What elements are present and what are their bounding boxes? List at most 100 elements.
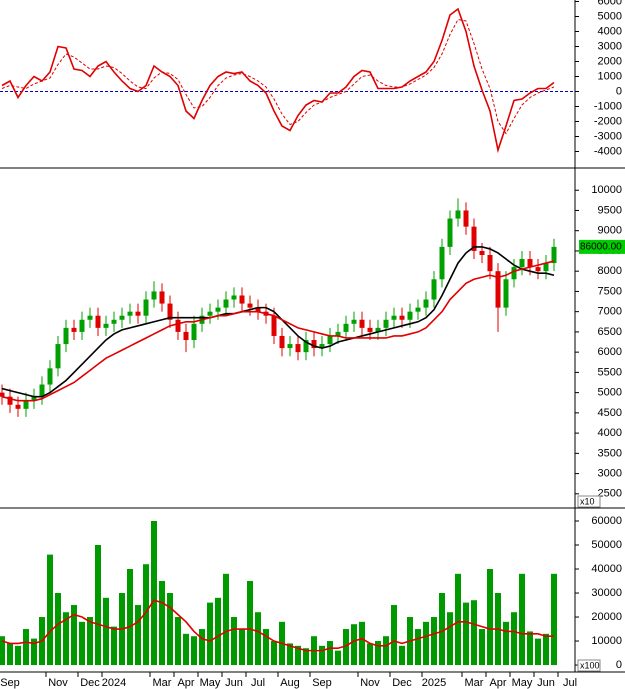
unit-box [577,495,601,508]
candle-body [39,384,45,397]
y-tick-label: -2000 [594,115,622,127]
volume-bar [287,643,293,666]
candle-body [207,311,213,316]
y-tick-label: 0 [616,659,622,671]
volume-bar [167,593,173,666]
x-tick-label: 2025 [422,677,446,689]
volume-bar [519,573,525,666]
x-tick-label: Aug [280,677,300,689]
unit-label: x10 [580,496,595,506]
candle-body [519,259,525,268]
x-tick-label: Nov [48,677,68,689]
y-tick-label: 1000 [598,70,622,82]
candle-body [215,307,221,312]
candle-body [479,250,485,255]
volume-bar [455,573,461,666]
candle-body [495,271,501,308]
candle-body [319,344,325,349]
y-tick-label: 30000 [591,587,622,599]
volume-bar [151,521,157,666]
unit-box [577,659,601,672]
volume-bar [247,581,253,666]
volume-bar [175,617,181,666]
candle-body [23,400,29,409]
volume-bar [271,641,277,666]
candle-body [527,259,533,268]
line-series [1,7,555,154]
unit-label: x100 [580,660,600,670]
candle-body [551,246,557,264]
x-tick-label: Dec [80,677,100,689]
volume-bar [551,573,557,666]
candle-body [111,319,117,324]
volume-bar [543,633,549,666]
volume-bar [527,631,533,666]
y-tick-label: 3000 [598,467,622,479]
candle-body [175,319,181,332]
candle-body [455,210,461,219]
volume-bar [503,621,509,666]
volume-bar [343,629,349,666]
price-box [579,239,625,254]
candle-body [279,335,285,349]
volume-bar [159,581,165,666]
candle-body [47,368,53,385]
volume-bar [511,612,517,666]
volume-bar [23,629,29,666]
volume-bar [103,597,109,666]
volume-bar [439,593,445,666]
volume-bar [55,593,61,666]
y-tick-label: 4500 [598,407,622,419]
candle-body [535,267,541,272]
volume-bar [0,636,5,666]
candle-body [63,327,69,345]
volume-bar [31,638,37,666]
volume-bar [295,645,301,666]
volume-bar [255,612,261,666]
volume-bar [391,605,397,666]
volume-bar [447,612,453,666]
candle-body [471,226,477,251]
volume-bar [199,629,205,666]
candle-body [71,327,77,332]
x-tick-label: Jul [251,677,265,689]
volume-bar [319,645,325,666]
candle-body [343,323,349,332]
volume-bar [135,605,141,666]
y-tick-label: 5000 [598,387,622,399]
candle-body [159,291,165,304]
y-tick-label: 7500 [598,285,622,297]
candle-body [359,319,365,328]
x-tick-label: Mar [465,677,484,689]
y-tick-label: 2000 [598,55,622,67]
candle-body [287,344,293,349]
candle-body [231,295,237,300]
y-tick-label: 2500 [598,488,622,500]
candle-body [295,344,301,353]
x-tick-label: Sep [0,677,20,689]
y-tick-label: 5500 [598,366,622,378]
candle-body [415,307,421,312]
volume-bar [423,621,429,666]
candle-body [487,254,493,272]
candle-body [503,279,509,308]
volume-bar [7,643,13,666]
volume-bar [71,605,77,666]
volume-bar [415,629,421,666]
line-series [1,599,554,652]
x-tick-label: Nov [360,677,380,689]
volume-bar [383,636,389,666]
y-tick-label: 40000 [591,563,622,575]
candle-body [103,323,109,328]
candle-body [391,315,397,320]
y-tick-label: 3500 [598,447,622,459]
y-tick-label: 8000 [598,265,622,277]
candle-body [247,303,253,308]
candle-body [447,218,453,247]
x-tick-label: Jun [537,677,555,689]
y-tick-label: 0 [616,85,622,97]
volume-bar [303,648,309,666]
volume-bar [87,617,93,666]
volume-bar [535,638,541,666]
candle-body [223,299,229,308]
